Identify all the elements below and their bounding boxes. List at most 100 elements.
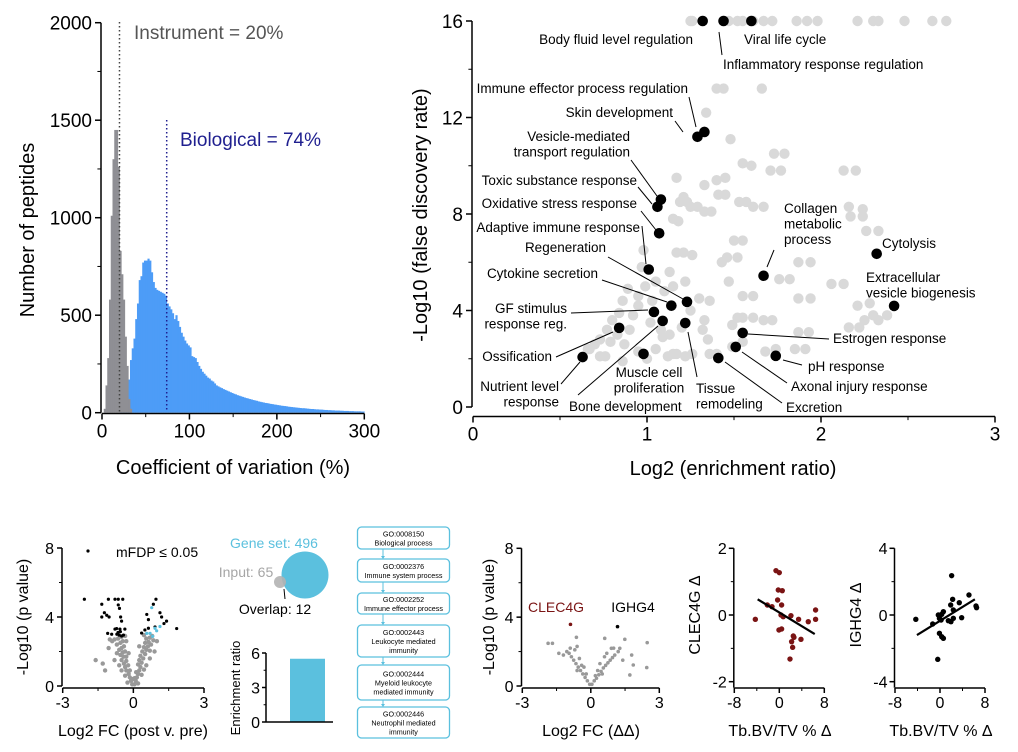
highlighted-go-term-point (888, 300, 900, 312)
nonsignificant-protein-point (132, 676, 137, 681)
nonsignificant-protein-point (124, 638, 129, 644)
highlighted-go-term-point (713, 352, 724, 364)
histogram-bar-biological (290, 407, 294, 413)
histogram-bar-biological (245, 398, 248, 413)
clec4g-x-tick-label: -8 (727, 695, 741, 712)
go-term-point (685, 305, 696, 316)
bar-y-tick-label: 6 (251, 646, 260, 663)
volcano2-x-tick-label: 3 (655, 695, 664, 712)
volcano2-y-tick-label: 8 (505, 541, 514, 558)
protein-point (592, 679, 597, 683)
histogram-bar-instrument (126, 365, 129, 413)
highlighted-go-term-point (666, 300, 677, 311)
histogram-bar-biological (227, 391, 231, 413)
go-term-name: immunity (389, 646, 418, 655)
protein-point (602, 654, 607, 659)
nonsignificant-protein-point (126, 671, 131, 677)
histogram-bar-biological (131, 348, 134, 413)
histogram-bar-biological (296, 407, 299, 413)
go-term-label: Viral life cycle (744, 32, 826, 47)
ighg4-point (940, 635, 947, 642)
histogram-bar-biological (350, 411, 353, 413)
go-term-label: Regeneration (525, 240, 606, 255)
clec4g-point (805, 618, 811, 625)
histogram-bar-biological (199, 368, 203, 413)
histogram-x-tick-label: 0 (97, 422, 108, 443)
enrichment-y-axis-title: -Log10 (false discovery rate) (410, 88, 432, 341)
go-term-point (800, 343, 811, 355)
histogram-bar-biological (191, 356, 194, 413)
label-leader-line (640, 210, 657, 231)
significant-protein-point (113, 597, 117, 601)
go-term-label: Ossification (482, 349, 552, 364)
histogram-bar-instrument (108, 299, 112, 413)
histogram-bar-biological (318, 409, 321, 413)
go-term-label: GF stimulus (495, 301, 567, 316)
histogram-bar-biological (217, 386, 220, 413)
go-term-point (674, 196, 686, 208)
significant-protein-point (158, 611, 162, 615)
highlighted-go-term-point (692, 131, 703, 143)
protein-point (584, 672, 589, 676)
bar-axes: 0 3 6 Enrichment ratio (228, 641, 267, 735)
histogram-bar-biological (234, 394, 238, 413)
go-term-point (687, 15, 698, 27)
go-term-point (758, 201, 769, 212)
histogram-bar-biological (145, 260, 148, 413)
protein-point (620, 658, 625, 662)
go-term-point (793, 257, 804, 268)
histogram-bar-biological (327, 410, 330, 413)
histogram-bar-instrument (119, 250, 122, 413)
nonsignificant-protein-point (144, 636, 149, 641)
ighg4-point (945, 617, 952, 624)
nonsignificant-protein-point (124, 658, 129, 664)
significant-protein-point (116, 597, 120, 601)
highlighted-go-term-point (718, 15, 729, 27)
ighg4-point (973, 604, 980, 611)
enrichment-ratio-bar-chart (266, 658, 333, 723)
protein-point (644, 665, 649, 670)
enrichment-x-axis-title: Log2 (enrichment ratio) (630, 458, 837, 480)
label-leader-line (641, 225, 647, 265)
input-label: Input: 65 (219, 564, 274, 580)
clec4g-y-tick-label: 2 (718, 541, 727, 558)
histogram-bar-biological (182, 336, 185, 413)
clec4g-point (812, 607, 819, 613)
histogram-bar-biological (294, 407, 297, 413)
histogram-bar-biological (185, 343, 189, 413)
volcano2-x-tick-label: 0 (586, 695, 595, 712)
enrichment-x-tick-label: 2 (816, 425, 827, 446)
go-term-point (704, 348, 715, 360)
histogram-bar-biological (236, 395, 239, 413)
nonsignificant-protein-point (119, 668, 124, 673)
go-term-point (694, 293, 705, 304)
go-term-label: Estrogen response (833, 331, 946, 346)
go-term-point (721, 252, 733, 263)
histogram-bar-biological (241, 396, 245, 413)
protein-point (581, 672, 585, 676)
go-term-id: GO:0002446 (383, 710, 424, 719)
clec4g-y-axis-title: CLEC4G Δ (687, 575, 704, 654)
go-term-label: vesicle biogenesis (866, 286, 976, 301)
nonsignificant-protein-point (119, 657, 124, 663)
label-leader-line (741, 351, 788, 384)
histogram-bar-instrument (122, 299, 126, 413)
significant-protein-point (121, 633, 126, 637)
histogram-bar-biological (297, 407, 300, 413)
go-term-point (633, 300, 644, 311)
histogram-bar-biological (250, 399, 253, 413)
histogram-y-tick-label: 1500 (50, 111, 92, 132)
ighg4-point (949, 596, 956, 603)
clec4g-x-tick-label: 0 (775, 695, 784, 712)
go-term-point (805, 257, 816, 268)
nonsignificant-protein-point (152, 649, 157, 654)
go-term-point (671, 172, 682, 184)
go-term-point (812, 15, 823, 27)
go-term-label: Cytokine secretion (487, 266, 598, 281)
go-term-label: remodeling (696, 397, 763, 412)
go-term-point (805, 293, 816, 304)
clec4g-correlation-scatter (752, 567, 819, 662)
enrichment-y-tick-label: 0 (452, 398, 463, 419)
nonsignificant-protein-point (141, 656, 146, 661)
